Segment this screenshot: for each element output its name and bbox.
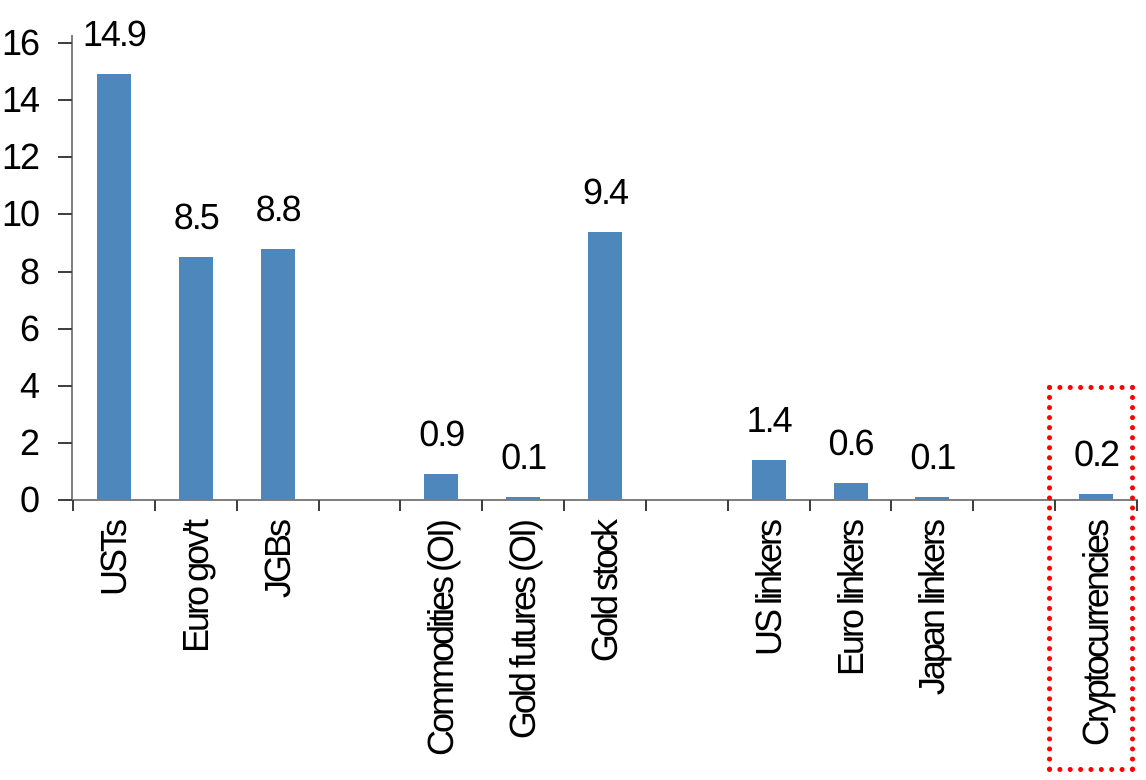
y-axis-tick-label: 12	[1, 136, 40, 178]
category-label-wrap: Euro gov't	[155, 522, 237, 780]
bar-value-label: 14.9	[82, 13, 147, 55]
category-label: Euro linkers	[829, 522, 871, 677]
category-label-wrap: Commodities (OI)	[400, 522, 482, 780]
x-axis-tick	[317, 500, 320, 511]
y-axis-tick-label: 0	[19, 479, 40, 520]
y-axis-tick-label: 16	[1, 22, 40, 63]
x-axis-tick	[153, 500, 156, 511]
category-label-wrap: Gold stock	[564, 522, 646, 780]
y-axis-tick	[58, 270, 72, 273]
bar-value-label: 9.4	[582, 170, 629, 212]
y-axis-tick	[58, 99, 72, 102]
category-label: Gold futures (OI)	[502, 522, 544, 740]
y-axis-tick-label: 2	[19, 421, 40, 463]
category-label: Japan linkers	[911, 522, 953, 696]
bar-value-label: 8.8	[255, 187, 302, 229]
x-axis-tick	[235, 500, 238, 511]
category-label: Gold stock	[583, 522, 625, 663]
category-label-wrap: Gold futures (OI)	[482, 522, 564, 780]
category-label-wrap: JGBs	[237, 522, 319, 780]
x-axis-tick	[1054, 500, 1057, 511]
bar	[424, 474, 459, 500]
x-axis-tick	[399, 500, 402, 511]
x-axis-tick	[481, 500, 484, 511]
y-axis-tick-label: 4	[19, 364, 40, 406]
y-axis-tick	[58, 42, 72, 44]
bar-value-label: 0.1	[501, 436, 547, 478]
bar	[915, 497, 950, 500]
category-label: JGBs	[256, 522, 298, 599]
bar	[178, 257, 213, 500]
x-axis-tick	[972, 500, 975, 511]
bar	[506, 497, 541, 500]
x-axis-tick	[72, 500, 74, 511]
x-axis-tick	[726, 500, 729, 511]
category-label: Commodities (OI)	[420, 522, 462, 757]
y-axis-tick-label: 8	[19, 250, 40, 292]
x-axis-tick	[644, 500, 647, 511]
bar-value-label: 1.4	[746, 399, 793, 440]
bar	[751, 460, 786, 500]
bar	[587, 231, 622, 500]
x-axis-tick	[563, 500, 566, 511]
category-label-wrap: Euro linkers	[810, 522, 892, 780]
category-label-wrap: US linkers	[728, 522, 810, 780]
bar	[833, 482, 868, 500]
x-axis-line	[59, 499, 1138, 501]
x-axis-tick	[808, 500, 811, 511]
highlight-box-cryptocurrencies	[1047, 385, 1135, 772]
bar-value-label: 0.6	[828, 421, 875, 463]
bar-value-label: 0.2	[1074, 433, 1120, 475]
y-axis-tick-label: 14	[1, 79, 40, 121]
y-axis-tick-label: 10	[1, 193, 40, 235]
y-axis-tick	[58, 156, 72, 159]
bar-value-label: 0.1	[910, 436, 956, 478]
bar	[1079, 494, 1114, 500]
category-label: Euro gov't	[174, 522, 216, 653]
category-label: US linkers	[747, 522, 789, 657]
y-axis-tick	[58, 441, 72, 444]
x-axis-tick	[1135, 500, 1138, 511]
y-axis-tick	[58, 499, 72, 501]
bar	[260, 248, 295, 500]
category-label: USTs	[92, 522, 134, 597]
y-axis-tick	[58, 327, 72, 330]
category-label-wrap: Japan linkers	[891, 522, 973, 780]
category-label-wrap: USTs	[73, 522, 155, 780]
y-axis-tick	[58, 213, 72, 216]
x-axis-tick	[890, 500, 893, 511]
y-axis-tick	[58, 384, 72, 387]
y-axis-line	[71, 35, 73, 501]
bar-value-label: 8.5	[173, 196, 220, 238]
category-label-wrap: Cryptocurrencies	[1055, 522, 1137, 780]
bar-value-label: 0.9	[419, 413, 465, 455]
y-axis-tick-label: 6	[19, 307, 40, 349]
bar	[96, 74, 131, 500]
category-label: Cryptocurrencies	[1075, 522, 1117, 747]
